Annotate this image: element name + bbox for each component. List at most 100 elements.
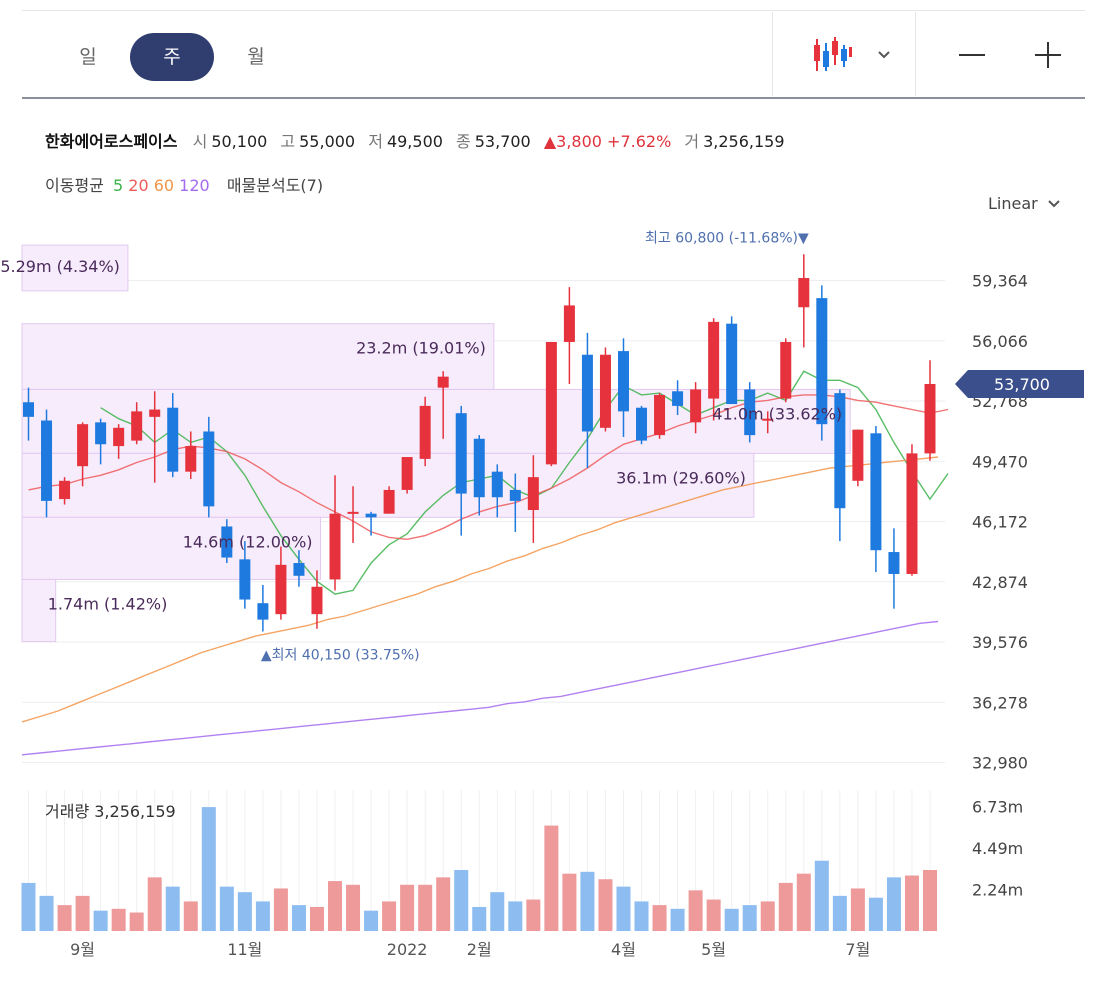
scale-selector[interactable]: Linear bbox=[988, 194, 1061, 213]
candle-body bbox=[77, 424, 89, 467]
candle-body bbox=[545, 341, 557, 465]
candle-body bbox=[780, 341, 792, 399]
y-tick-label: 39,576 bbox=[972, 633, 1028, 652]
volume-bar bbox=[147, 877, 162, 931]
ma-5-label[interactable]: 5 bbox=[112, 176, 124, 195]
volume-bar bbox=[201, 807, 216, 931]
candle-body bbox=[617, 351, 629, 412]
stock-summary: 한화에어로스페이스 시 50,100 고 55,000 저 49,500 종 53,70… bbox=[45, 128, 793, 152]
volume-bar bbox=[796, 873, 811, 931]
y-tick-label: 49,470 bbox=[972, 452, 1028, 471]
ma-20-line bbox=[28, 394, 949, 541]
volume-bar bbox=[364, 910, 379, 931]
candle-body bbox=[744, 389, 756, 436]
minus-icon bbox=[959, 54, 985, 56]
volume-bar bbox=[814, 860, 829, 931]
volume-profile-label: 41.0m (33.62%) bbox=[712, 404, 842, 423]
candle-body bbox=[509, 489, 521, 501]
volume-bar bbox=[616, 886, 631, 931]
chevron-down-icon bbox=[1048, 200, 1060, 208]
y-tick-label: 59,364 bbox=[972, 272, 1028, 291]
candle-body bbox=[167, 407, 179, 472]
volume-bar bbox=[454, 869, 469, 931]
volume-bar bbox=[219, 886, 234, 931]
candle-body bbox=[401, 457, 413, 490]
volume-bar bbox=[544, 825, 559, 931]
volume-bar bbox=[57, 905, 72, 931]
candle-body bbox=[203, 431, 215, 507]
candle-body bbox=[798, 278, 810, 308]
zoom-in-button[interactable] bbox=[1026, 31, 1070, 79]
open-label: 시 bbox=[192, 132, 208, 151]
volume-bar bbox=[21, 882, 36, 931]
candle-body bbox=[347, 511, 359, 514]
candle-body bbox=[581, 354, 593, 432]
close-label: 종 bbox=[456, 132, 471, 151]
volume-bar bbox=[273, 888, 288, 931]
candle-body bbox=[870, 433, 882, 551]
ma-5-line bbox=[100, 370, 949, 595]
volume-profile-label: 5.29m (4.34%) bbox=[0, 257, 120, 276]
chart-type-dropdown[interactable] bbox=[867, 31, 901, 79]
volume-profile-label: 36.1m (29.60%) bbox=[616, 468, 746, 487]
tab-weekly[interactable]: 주 bbox=[130, 33, 214, 81]
candle-body bbox=[834, 393, 846, 509]
candle-body bbox=[924, 383, 936, 454]
y-tick-label: 32,980 bbox=[972, 754, 1028, 773]
volume-bar bbox=[760, 901, 775, 931]
volume-bar bbox=[436, 877, 451, 931]
volume-bar bbox=[526, 899, 541, 931]
volume-profile-bar bbox=[21, 516, 322, 580]
volume-profile-label[interactable]: 매물분석도(7) bbox=[226, 176, 324, 195]
volume-bar bbox=[490, 892, 505, 931]
current-price-label: 53,700 bbox=[994, 375, 1050, 394]
tab-daily[interactable]: 일 bbox=[79, 46, 97, 68]
ma-60-label[interactable]: 60 bbox=[153, 176, 175, 195]
candle-body bbox=[906, 453, 918, 574]
ma-label[interactable]: 이동평균 bbox=[45, 176, 104, 195]
y-tick-label: 52,768 bbox=[972, 392, 1028, 411]
volume-profile-bar bbox=[21, 244, 129, 292]
ma-120-label[interactable]: 120 bbox=[179, 176, 210, 195]
toolbar-divider bbox=[915, 12, 916, 96]
max-price-annotation: 최고 60,800 (-11.68%)▼ bbox=[645, 230, 809, 246]
volume-profile-label: 23.2m (19.01%) bbox=[356, 339, 486, 358]
volume-bar bbox=[111, 908, 126, 931]
volume-profile-bar bbox=[21, 452, 755, 518]
candle-body bbox=[816, 298, 828, 425]
candle-body bbox=[257, 603, 269, 620]
volume-tick-label: 6.73m bbox=[972, 798, 1023, 817]
candle-body bbox=[329, 513, 341, 580]
volume-bar bbox=[742, 905, 757, 931]
x-tick-label: 5월 bbox=[701, 940, 726, 959]
candle-body bbox=[762, 418, 774, 421]
ma-20-label[interactable]: 20 bbox=[128, 176, 149, 195]
candle-body bbox=[95, 422, 107, 445]
toolbar-divider bbox=[772, 12, 773, 96]
x-tick-label: 9월 bbox=[70, 940, 95, 959]
volume-tick-label: 2.24m bbox=[972, 881, 1023, 900]
volume-profile-bar bbox=[21, 388, 851, 454]
y-tick-label: 56,066 bbox=[972, 332, 1028, 351]
x-tick-label: 11월 bbox=[227, 940, 262, 959]
candle-body bbox=[23, 402, 34, 417]
volume-label: 거 bbox=[684, 132, 700, 151]
x-tick-label: 4월 bbox=[611, 940, 636, 959]
ma-120-line bbox=[21, 620, 939, 756]
volume-bar bbox=[778, 882, 793, 931]
high-value: 55,000 bbox=[299, 132, 356, 151]
candle-body bbox=[419, 405, 431, 459]
chart-type-button[interactable] bbox=[797, 31, 867, 79]
volume-bar bbox=[923, 869, 937, 931]
volume-bar bbox=[886, 877, 901, 931]
tab-monthly[interactable]: 월 bbox=[247, 46, 265, 68]
candle-body bbox=[239, 559, 251, 600]
stock-name: 한화에어로스페이스 bbox=[45, 132, 178, 151]
volume-bar bbox=[868, 897, 883, 931]
y-tick-label: 42,874 bbox=[972, 573, 1028, 592]
candle-body bbox=[473, 438, 485, 498]
zoom-out-button[interactable] bbox=[950, 31, 994, 79]
candle-body bbox=[527, 477, 539, 511]
volume-bar bbox=[328, 881, 343, 931]
candle-body bbox=[455, 413, 467, 494]
